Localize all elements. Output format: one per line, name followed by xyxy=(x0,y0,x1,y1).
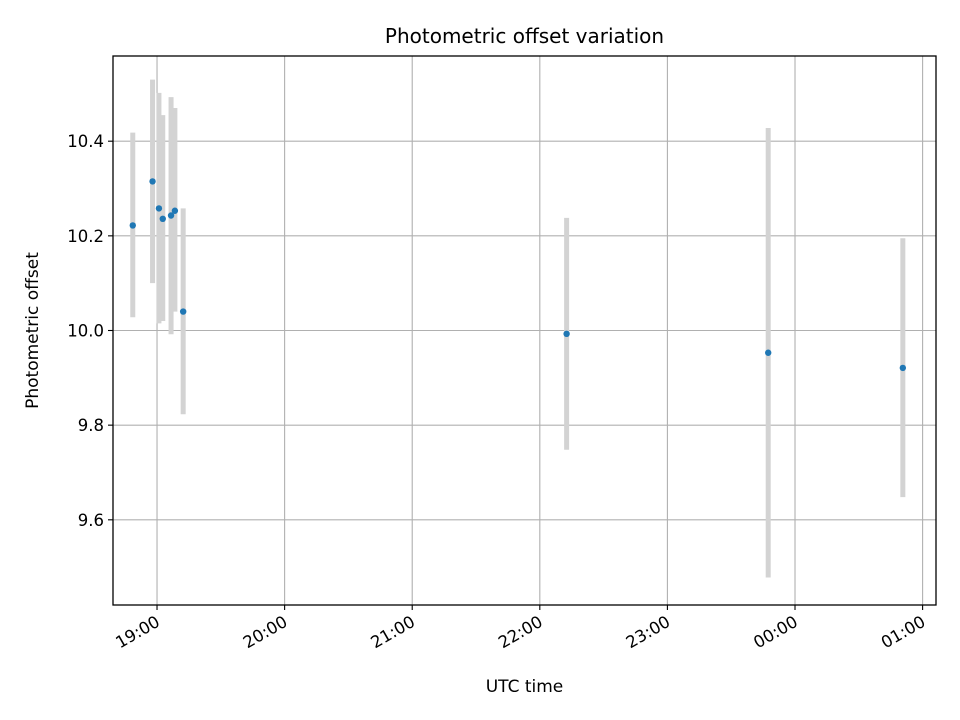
x-axis-label: UTC time xyxy=(486,677,564,697)
data-point xyxy=(171,207,179,214)
data-point xyxy=(899,364,907,372)
y-tick-label: 9.6 xyxy=(78,511,104,530)
data-point xyxy=(155,205,163,212)
data-point xyxy=(563,330,570,338)
y-axis-label: Photometric offset xyxy=(23,252,43,409)
data-point xyxy=(179,308,187,315)
y-tick-label: 10.2 xyxy=(67,227,104,246)
y-axis: 9.6 9.8 10.0 10.2 10.4 xyxy=(67,132,113,530)
data-point xyxy=(765,349,772,356)
y-tick-label: 10.0 xyxy=(67,322,104,341)
data-point xyxy=(149,178,156,185)
data-point xyxy=(129,222,136,229)
gridlines xyxy=(113,56,936,605)
chart-title: Photometric offset variation xyxy=(385,24,664,48)
data-point xyxy=(167,212,175,219)
y-tick-label: 9.8 xyxy=(78,416,104,435)
data-points xyxy=(129,178,907,372)
data-point xyxy=(159,215,166,223)
y-tick-label: 10.4 xyxy=(67,132,104,151)
